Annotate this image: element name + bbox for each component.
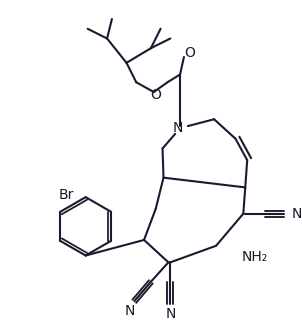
Text: N: N bbox=[165, 307, 175, 321]
Text: N: N bbox=[292, 207, 302, 221]
Text: O: O bbox=[184, 46, 195, 60]
Text: N: N bbox=[173, 121, 183, 135]
Text: Br: Br bbox=[59, 188, 74, 202]
Text: NH₂: NH₂ bbox=[241, 251, 268, 264]
Text: O: O bbox=[150, 88, 161, 102]
Text: N: N bbox=[124, 304, 135, 318]
